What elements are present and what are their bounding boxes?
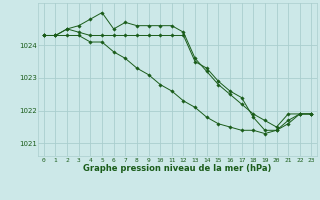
X-axis label: Graphe pression niveau de la mer (hPa): Graphe pression niveau de la mer (hPa) [84, 164, 272, 173]
